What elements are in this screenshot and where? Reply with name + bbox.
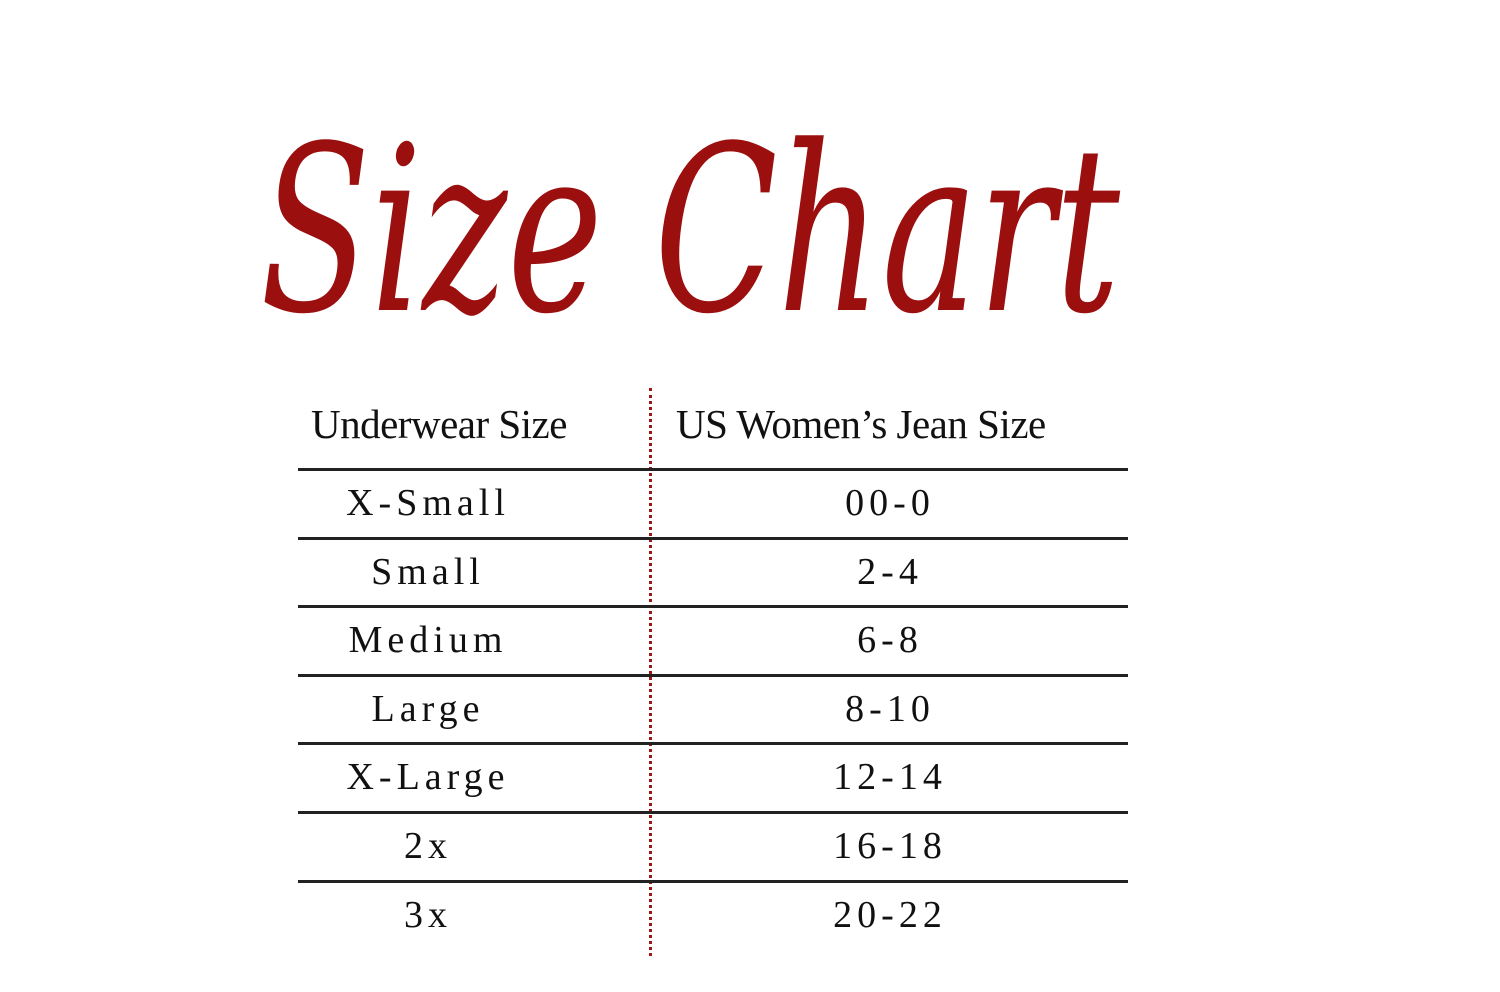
jean-size-cell: 6-8 bbox=[857, 619, 923, 661]
row-divider bbox=[298, 811, 1128, 814]
jean-size-cell: 12-14 bbox=[833, 756, 947, 798]
underwear-size-cell: Large bbox=[371, 688, 485, 730]
jean-size-cell: 2-4 bbox=[857, 551, 923, 593]
row-divider bbox=[298, 880, 1128, 883]
underwear-size-cell: X-Small bbox=[346, 482, 510, 524]
underwear-size-cell: 2x bbox=[404, 825, 452, 867]
underwear-size-cell: Small bbox=[371, 551, 485, 593]
size-chart-title: Size Chart bbox=[260, 98, 1120, 360]
jean-size-cell: 00-0 bbox=[845, 482, 935, 524]
underwear-size-cell: X-Large bbox=[346, 756, 510, 798]
column-divider bbox=[649, 388, 652, 956]
row-divider bbox=[298, 537, 1128, 540]
header-underwear-size: Underwear Size bbox=[311, 401, 567, 447]
title-text: Size Chart bbox=[260, 98, 1120, 360]
jean-size-cell: 16-18 bbox=[833, 825, 947, 867]
row-divider bbox=[298, 605, 1128, 608]
row-divider bbox=[298, 468, 1128, 471]
header-jean-size: US Women’s Jean Size bbox=[676, 401, 1046, 447]
underwear-size-cell: Medium bbox=[348, 619, 508, 661]
row-divider bbox=[298, 674, 1128, 677]
jean-size-cell: 20-22 bbox=[833, 894, 947, 936]
row-divider bbox=[298, 742, 1128, 745]
jean-size-cell: 8-10 bbox=[845, 688, 935, 730]
underwear-size-cell: 3x bbox=[404, 894, 452, 936]
